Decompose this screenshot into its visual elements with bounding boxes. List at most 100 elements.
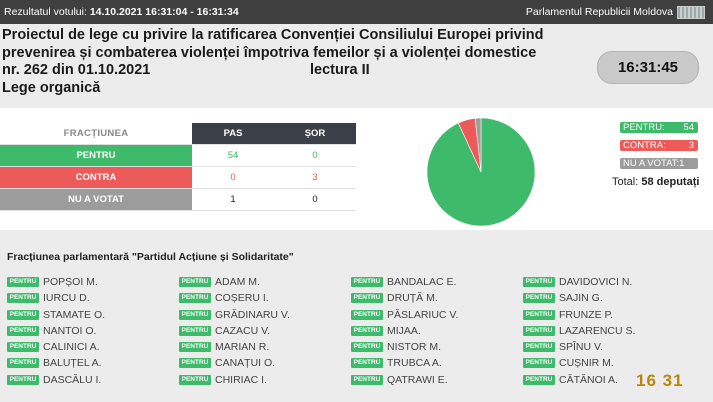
list-item: PENTRU CĂTĂNOI A. (523, 374, 618, 386)
deputy-name: LAZARENCU S. (559, 325, 636, 338)
vote-badge: PENTRU (179, 277, 211, 288)
list-item: PENTRU NISTOR M. (351, 341, 441, 353)
legend-pentru-value: 54 (683, 122, 694, 133)
vote-badge: PENTRU (351, 310, 383, 321)
list-item: PENTRU POPȘOI M. (7, 276, 98, 288)
deputy-name: CANAȚUI O. (215, 357, 276, 370)
list-item: PENTRU CHIRIAC I. (179, 374, 267, 386)
deputy-name: CUȘNIR M. (559, 357, 614, 370)
deputy-name: TRUBCA A. (387, 357, 442, 370)
bill-title: Proiectul de lege cu privire la ratifica… (2, 27, 562, 97)
deputy-name: SAJIN G. (559, 292, 603, 305)
list-item: PENTRU BANDALAC E. (351, 276, 456, 288)
list-item: PENTRU CANAȚUI O. (179, 357, 275, 369)
deputy-name: MARIAN R. (215, 341, 270, 354)
cell-pas: 54 (192, 144, 274, 167)
vote-badge: PENTRU (351, 326, 383, 337)
list-item: PENTRU STAMATE O. (7, 309, 105, 321)
deputy-name: PĂSLARIUC V. (387, 309, 459, 322)
cell-sor: 3 (274, 166, 356, 189)
vote-badge: PENTRU (351, 293, 383, 304)
top-bar: Rezultatul votului: 14.10.2021 16:31:04 … (0, 0, 713, 24)
table-row: NU A VOTAT 1 0 (0, 188, 356, 211)
list-item: PENTRU DASCĂLU I. (7, 374, 101, 386)
list-item: PENTRU COȘERU I. (179, 292, 269, 304)
list-item: PENTRU NANTOI O. (7, 325, 96, 337)
list-item: PENTRU CAZACU V. (179, 325, 270, 337)
total-label: Total: (612, 176, 639, 188)
vote-badge: PENTRU (179, 375, 211, 386)
list-item: PENTRU SPÎNU V. (523, 341, 603, 353)
title-line-1: Proiectul de lege cu privire la ratifica… (2, 27, 544, 43)
vote-badge: PENTRU (179, 358, 211, 369)
deputy-name: BANDALAC E. (387, 276, 457, 289)
faction-title: Fracțiunea parlamentară "Partidul Acțiun… (7, 251, 294, 263)
header-sor: ȘOR (274, 123, 356, 145)
vote-badge: PENTRU (523, 310, 555, 321)
legend-contra-value: 3 (688, 140, 694, 151)
list-item: PENTRU LAZARENCU S. (523, 325, 635, 337)
vote-badge: PENTRU (7, 326, 39, 337)
cell-sor: 0 (274, 144, 356, 167)
list-item: PENTRU QATRAWI E. (351, 374, 448, 386)
row-label-nu-a-votat: NU A VOTAT (0, 188, 192, 211)
header-pas: PAS (192, 123, 274, 145)
vote-badge: PENTRU (523, 342, 555, 353)
vote-badge: PENTRU (7, 293, 39, 304)
list-item: PENTRU BALUȚEL A. (7, 357, 102, 369)
deputy-name: CAZACU V. (215, 325, 271, 338)
deputy-name: ADAM M. (215, 276, 260, 289)
list-item: PENTRU ADAM M. (179, 276, 260, 288)
list-item: PENTRU IURCU D. (7, 292, 90, 304)
vote-badge: PENTRU (7, 342, 39, 353)
title-line-4: Lege organică (2, 79, 101, 96)
deputy-name: GRĂDINARU V. (215, 309, 290, 322)
list-item: PENTRU SAJIN G. (523, 292, 603, 304)
list-item: PENTRU MARIAN R. (179, 341, 269, 353)
vote-pie-chart (426, 117, 536, 227)
row-label-contra: CONTRA (0, 166, 192, 189)
countdown-timer: 16 31 (636, 371, 684, 391)
reading-label: lectura II (310, 62, 370, 78)
total-deputies: Total: 58 deputați (612, 176, 699, 188)
deputy-name: QATRAWI E. (387, 374, 448, 387)
list-item: PENTRU DAVIDOVICI N. (523, 276, 632, 288)
cell-pas: 0 (192, 166, 274, 189)
deputy-name: CHIRIAC I. (215, 374, 267, 387)
legend-contra-label: CONTRA: (623, 140, 666, 151)
list-item: PENTRU MIJAA. (351, 325, 421, 337)
table-row: CONTRA 0 3 (0, 166, 356, 189)
vote-badge: PENTRU (7, 375, 39, 386)
vote-badge: PENTRU (7, 277, 39, 288)
legend-contra: CONTRA: 3 (620, 140, 698, 151)
vote-badge: PENTRU (179, 326, 211, 337)
deputy-name: DASCĂLU I. (43, 374, 102, 387)
table-row: PENTRU 54 0 (0, 144, 356, 167)
list-item: PENTRU FRUNZE P. (523, 309, 613, 321)
deputy-name: NISTOR M. (387, 341, 442, 354)
legend-pentru-label: PENTRU: (623, 122, 665, 133)
deputy-name: SPÎNU V. (559, 341, 603, 354)
deputy-name: DRUȚĂ M. (387, 292, 438, 305)
result-time: 14.10.2021 16:31:04 - 16:31:34 (89, 6, 239, 18)
vote-badge: PENTRU (179, 293, 211, 304)
total-value: 58 deputați (641, 176, 700, 188)
timer-minutes: 16 (636, 371, 657, 390)
vote-badge: PENTRU (523, 358, 555, 369)
results-panel: FRACȚIUNEA PAS ȘOR PENTRU 54 0 CONTRA 0 … (0, 108, 713, 230)
list-item: PENTRU DRUȚĂ M. (351, 292, 438, 304)
list-item: PENTRU CALINICI A. (7, 341, 100, 353)
deputy-name: CĂTĂNOI A. (559, 374, 618, 387)
pie-slice-nu-a-votat (474, 117, 482, 173)
deputy-name: IURCU D. (43, 292, 90, 305)
vote-result-info: Rezultatul votului: 14.10.2021 16:31:04 … (4, 6, 239, 18)
parliament-name: Parlamentul Republicii Moldova (525, 6, 673, 18)
vote-badge: PENTRU (351, 358, 383, 369)
deputy-name: STAMATE O. (43, 309, 106, 322)
deputy-name: BALUȚEL A. (43, 357, 102, 370)
vote-badge: PENTRU (179, 342, 211, 353)
deputy-name: FRUNZE P. (559, 309, 614, 322)
list-item: PENTRU CUȘNIR M. (523, 357, 614, 369)
vote-badge: PENTRU (523, 293, 555, 304)
deputy-name: POPȘOI M. (43, 276, 98, 289)
